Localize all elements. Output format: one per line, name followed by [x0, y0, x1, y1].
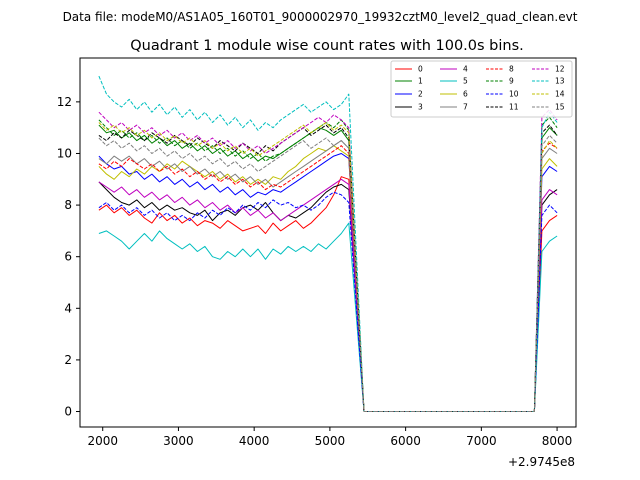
x-tick-label: 2000: [87, 434, 118, 448]
series-line-15: [98, 134, 558, 412]
x-axis: 2000 3000 4000 5000 6000 7000 8000: [87, 427, 572, 448]
legend-label-11: 11: [509, 103, 519, 112]
y-axis: 0 2 4 6 8 10 12: [57, 95, 80, 419]
legend-label-10: 10: [509, 90, 519, 99]
chart-suptitle: Data file: modeM0/AS1A05_160T01_90000029…: [63, 10, 578, 24]
axes-frame: [79, 57, 577, 428]
legend-label-8: 8: [509, 65, 514, 74]
series-line-4: [98, 178, 558, 412]
x-offset-label: +2.9745e8: [508, 455, 575, 469]
x-tick-label: 6000: [390, 434, 421, 448]
legend-label-2: 2: [418, 90, 423, 99]
legend-label-0: 0: [418, 65, 423, 74]
series-line-14: [98, 122, 558, 412]
x-tick-label: 7000: [466, 434, 497, 448]
y-tick-label: 10: [57, 146, 72, 160]
x-tick-label: 3000: [163, 434, 194, 448]
series-line-8: [98, 142, 558, 412]
y-tick-label: 4: [64, 301, 72, 315]
legend-label-4: 4: [463, 65, 468, 74]
legend-label-5: 5: [463, 77, 468, 86]
legend-label-3: 3: [418, 103, 423, 112]
legend-label-1: 1: [418, 77, 423, 86]
x-tick-label: 8000: [542, 434, 573, 448]
legend-label-7: 7: [463, 103, 468, 112]
legend-label-14: 14: [555, 90, 565, 99]
chart-title: Quadrant 1 module wise count rates with …: [130, 38, 524, 54]
series-line-2: [98, 153, 558, 412]
y-tick-label: 6: [64, 250, 72, 264]
legend-label-12: 12: [555, 65, 565, 74]
y-tick-label: 2: [64, 353, 72, 367]
series-line-3: [98, 181, 558, 412]
series-line-7: [98, 140, 558, 412]
series-layer: [98, 75, 558, 412]
series-line-0: [98, 176, 558, 412]
series-line-5: [98, 222, 558, 412]
series-line-10: [98, 191, 558, 412]
legend-label-9: 9: [509, 77, 514, 86]
y-tick-label: 12: [57, 95, 72, 109]
x-tick-label: 4000: [239, 434, 270, 448]
legend-label-15: 15: [555, 103, 565, 112]
x-tick-label: 5000: [315, 434, 346, 448]
series-line-9: [98, 116, 558, 412]
y-tick-label: 8: [64, 198, 72, 212]
y-tick-label: 0: [64, 405, 72, 419]
legend-label-13: 13: [555, 77, 565, 86]
series-line-11: [98, 124, 558, 412]
series-line-6: [98, 145, 558, 412]
legend-box: [390, 60, 573, 118]
legend-label-6: 6: [463, 90, 468, 99]
